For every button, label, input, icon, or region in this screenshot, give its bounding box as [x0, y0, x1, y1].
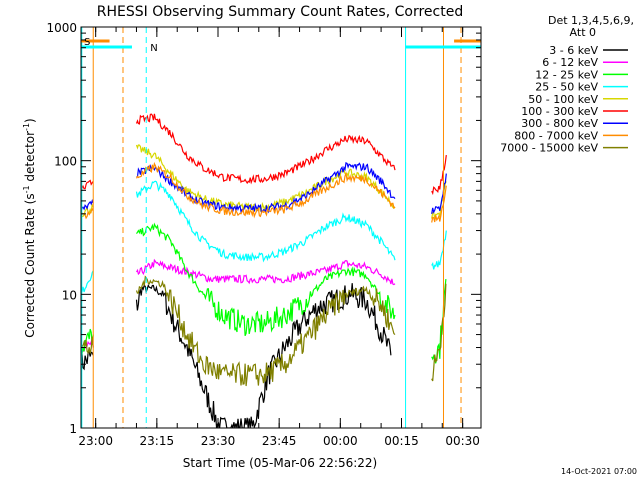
chart-title: RHESSI Observing Summary Count Rates, Co… — [97, 4, 463, 20]
series-line-300-800-kev-seg-0 — [81, 199, 94, 212]
y-axis-label-part: ) — [23, 118, 37, 123]
series-line-3-6-kev-seg-1 — [135, 283, 392, 428]
flag-label-s: S — [84, 37, 90, 48]
footer-timestamp: 14-Oct-2021 07:00 — [561, 467, 637, 476]
legend-header-line-1: Det 1,3,4,5,6,9, — [548, 14, 634, 27]
x-tick-label-2330: 23:30 — [201, 434, 236, 448]
legend-label-3-6-kev: 3 - 6 keV — [549, 44, 598, 57]
series-line-800-7000-kev-seg-1 — [135, 161, 396, 219]
y-axis-label-part: -1 — [22, 185, 31, 193]
x-tick-label-0000: 00:00 — [323, 434, 358, 448]
series-line-12-25-kev-seg-0 — [81, 328, 94, 357]
y-tick-label-100: 100 — [54, 155, 77, 169]
series-line-12-25-kev-seg-1 — [136, 222, 396, 337]
plot-frame — [80, 26, 482, 429]
legend-label-300-800-kev: 300 - 800 keV — [521, 117, 598, 130]
series-line-50-100-kev-seg-1 — [135, 144, 396, 213]
axes: 1 10 100 1000 23:00 23:15 23:30 23:45 00:00 00:15… — [46, 21, 482, 448]
series-line-7000-15000-kev-seg-0 — [81, 336, 94, 356]
legend-header-line-2: Att 0 — [570, 26, 596, 39]
x-tick-label-2315: 23:15 — [140, 434, 175, 448]
x-tick-label-0030: 00:30 — [445, 434, 480, 448]
series-line-25-50-kev-seg-1 — [135, 180, 396, 263]
y-tick-label-1000: 1000 — [46, 21, 77, 35]
series-line-100-300-kev-seg-1 — [135, 113, 396, 185]
legend-label-6-12-kev: 6 - 12 keV — [542, 56, 598, 69]
flag-label-n: N — [150, 43, 157, 54]
y-axis-label-part: Corrected Count Rate (s — [23, 193, 37, 337]
legend-label-50-100-kev: 50 - 100 keV — [528, 93, 598, 106]
y-axis-label-part: detector — [23, 131, 37, 186]
legend-label-12-25-kev: 12 - 25 keV — [535, 68, 598, 81]
x-tick-label-0015: 00:15 — [384, 434, 419, 448]
series-line-100-300-kev-seg-0 — [81, 179, 94, 194]
x-axis-label: Start Time (05-Mar-06 22:56:22) — [183, 456, 377, 470]
series-line-7000-15000-kev-seg-1 — [135, 275, 396, 387]
y-axis-label: Corrected Count Rate (s-1 detector-1) — [22, 118, 37, 337]
y-tick-label-1: 1 — [69, 422, 77, 436]
legend-label-100-300-kev: 100 - 300 keV — [521, 105, 598, 118]
x-tick-label-2300: 23:00 — [78, 434, 113, 448]
series-line-25-50-kev-seg-0 — [81, 270, 94, 294]
series-line-3-6-kev-seg-0 — [81, 351, 94, 377]
series-line-6-12-kev-seg-1 — [135, 258, 396, 286]
legend-label-800-7000-kev: 800 - 7000 keV — [514, 129, 598, 142]
x-tick-label-2345: 23:45 — [262, 434, 297, 448]
y-tick-label-10: 10 — [62, 288, 77, 302]
legend-label-7000-15000-kev: 7000 - 15000 keV — [500, 142, 598, 155]
legend-label-25-50-kev: 25 - 50 keV — [535, 81, 598, 94]
plot-area: SN — [81, 27, 481, 428]
y-axis-label-part: -1 — [22, 123, 31, 131]
